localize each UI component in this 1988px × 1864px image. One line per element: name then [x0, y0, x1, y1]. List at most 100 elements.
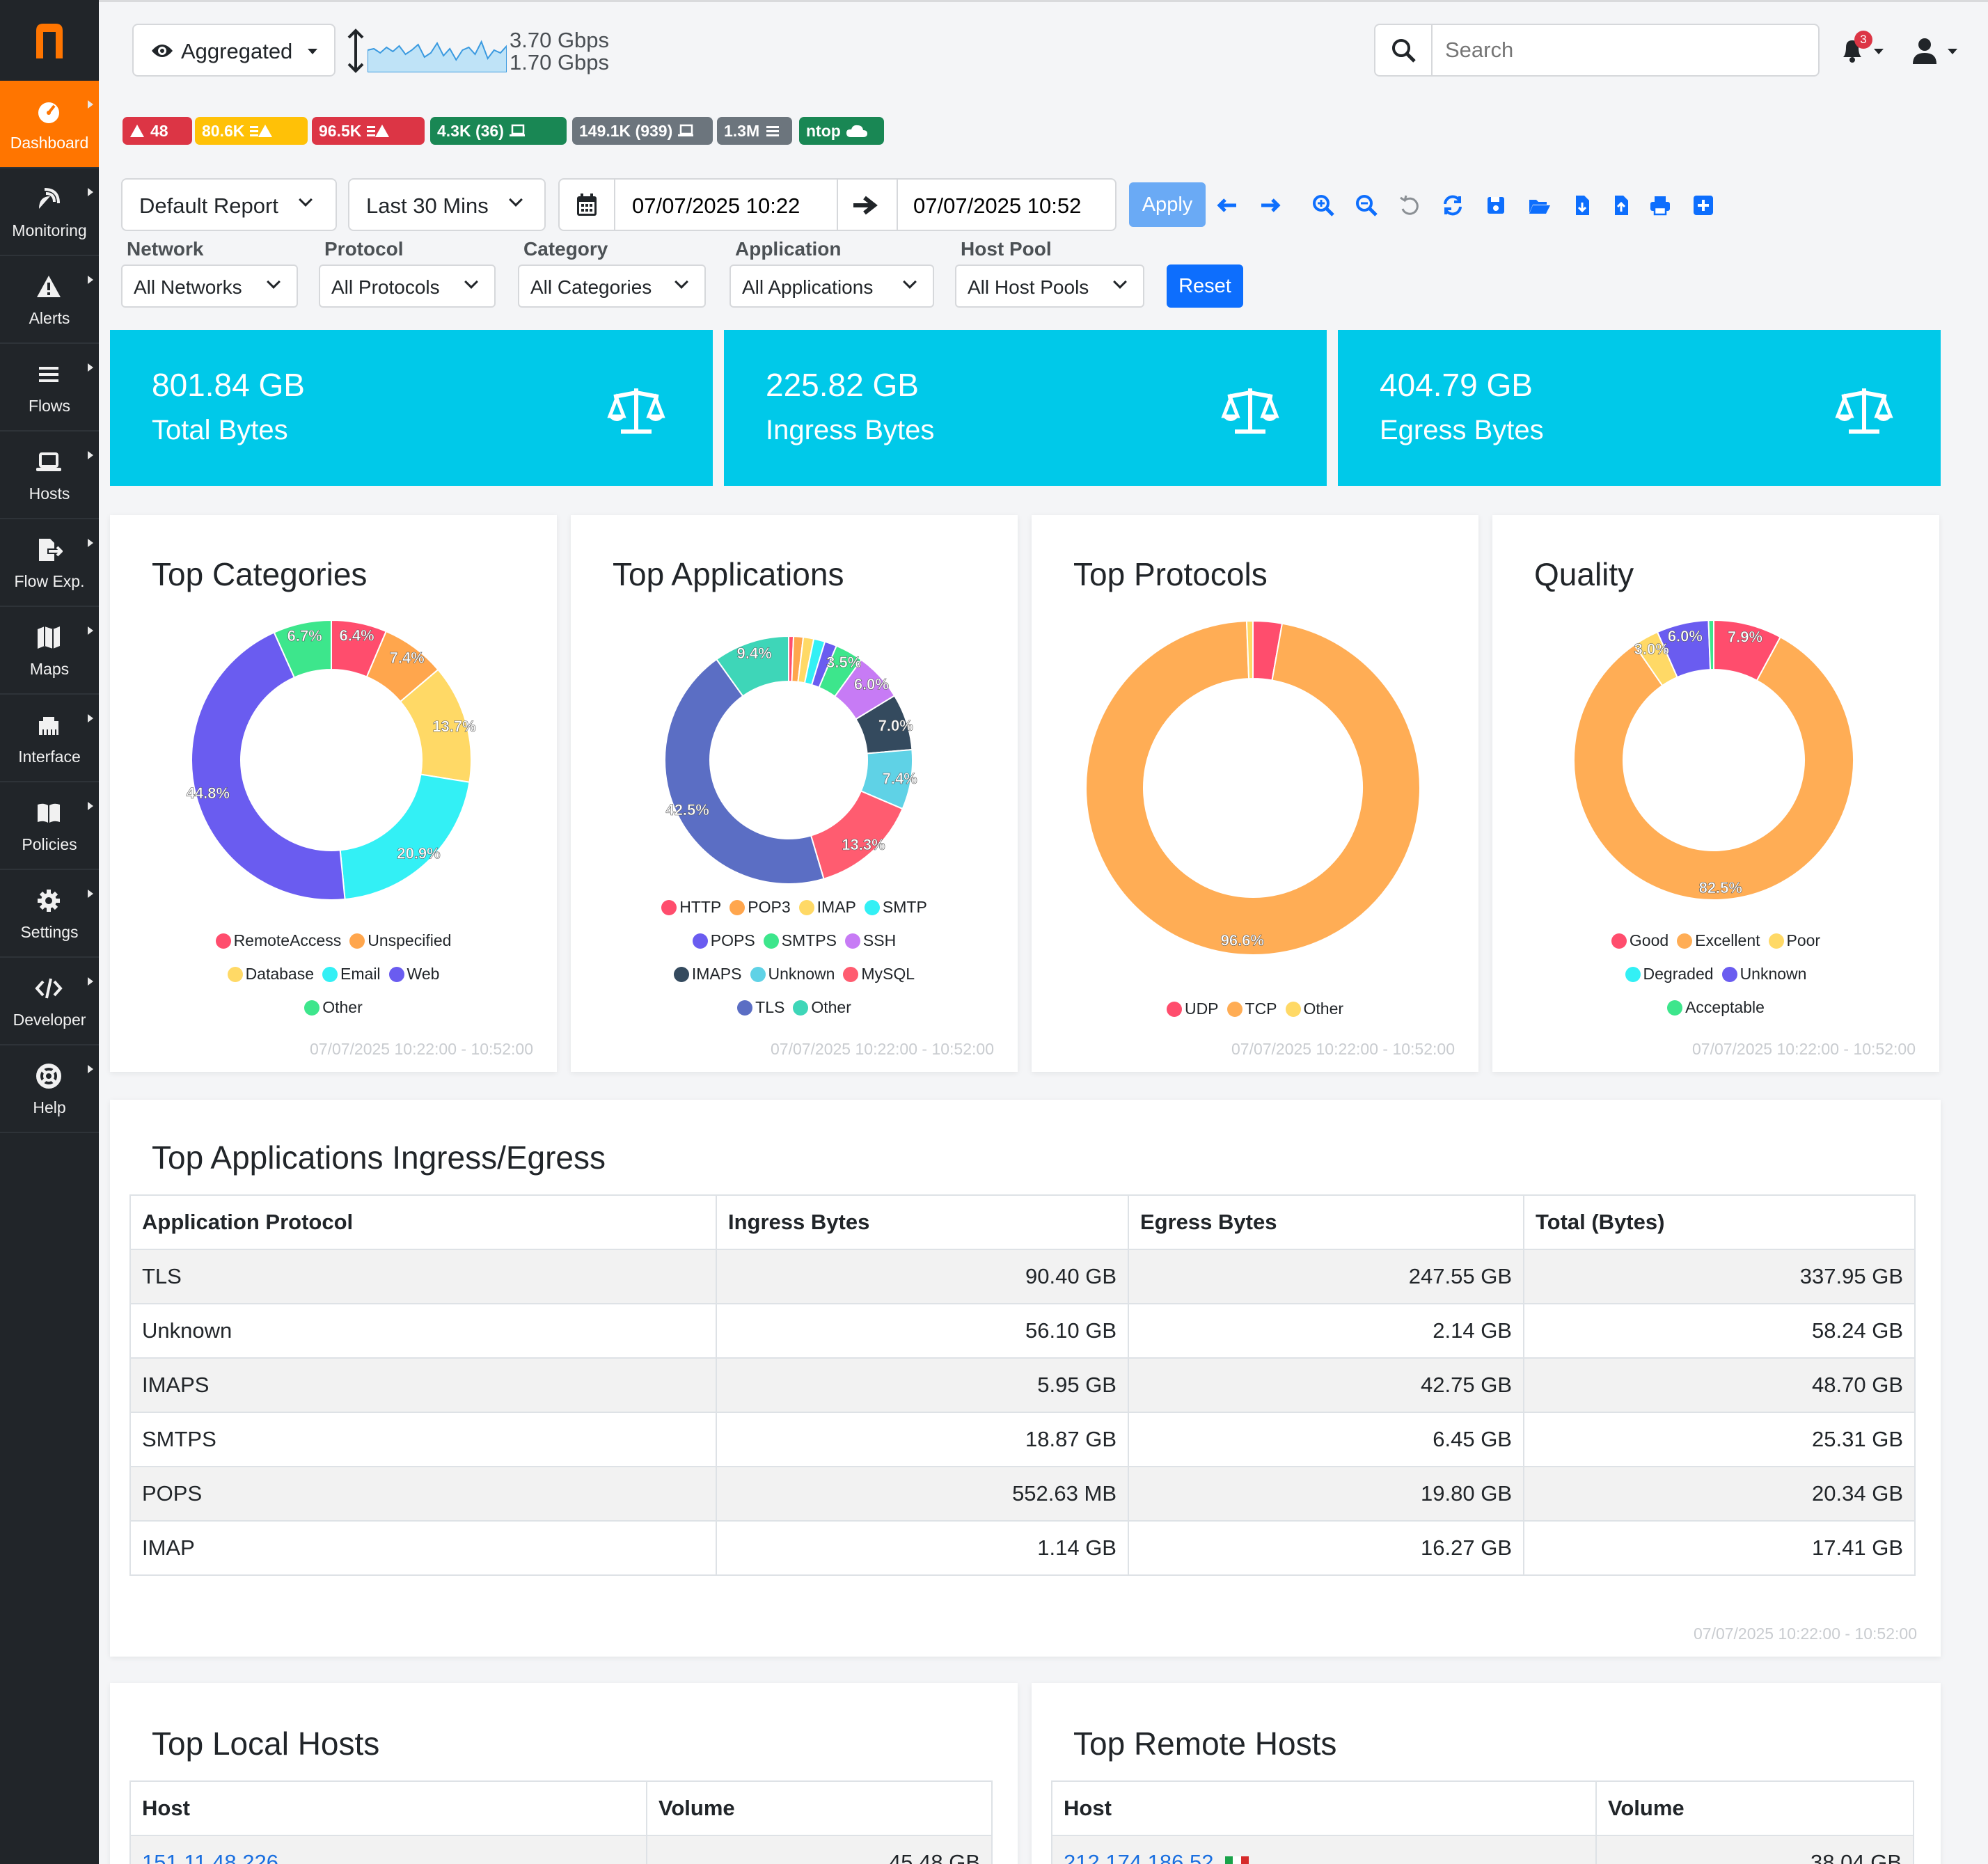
donut-slice[interactable] — [191, 631, 346, 901]
donut-slice[interactable] — [716, 635, 789, 697]
donut-slice[interactable] — [664, 658, 825, 885]
legend-item[interactable]: Acceptable — [1667, 998, 1765, 1017]
status-badge[interactable]: 80.6K — [195, 117, 308, 145]
host-pool-filter-select[interactable]: All Host Pools — [955, 264, 1144, 308]
donut-slice[interactable] — [1573, 635, 1854, 901]
sidebar-item-maps[interactable]: Maps — [0, 607, 99, 695]
host-link[interactable]: 151.11.48.226 — [142, 1850, 278, 1864]
donut-slice[interactable] — [1085, 620, 1421, 956]
legend-item[interactable]: SMTPS — [763, 931, 837, 950]
date-from-input[interactable] — [632, 192, 806, 220]
status-badge[interactable]: ntop — [799, 117, 884, 145]
legend-item[interactable]: TLS — [737, 998, 784, 1017]
column-header[interactable]: Ingress Bytes — [716, 1194, 1129, 1250]
donut-slice[interactable] — [1245, 619, 1254, 680]
legend-item[interactable]: Other — [793, 998, 851, 1017]
legend-item[interactable]: Unknown — [750, 965, 835, 984]
report-selector[interactable]: Default Report — [121, 178, 337, 231]
status-badge[interactable]: 1.3M — [717, 117, 792, 145]
application-filter-select[interactable]: All Applications — [729, 264, 934, 308]
add-icon[interactable] — [1691, 193, 1715, 217]
legend-item[interactable]: Poor — [1768, 931, 1820, 950]
file-download-icon[interactable] — [1570, 193, 1594, 217]
arrow-left-icon[interactable] — [1215, 193, 1239, 217]
status-badge[interactable]: 4.3K (36) — [430, 117, 567, 145]
undo-icon[interactable] — [1398, 193, 1421, 217]
legend-item[interactable]: MySQL — [843, 965, 915, 984]
ntopng-logo[interactable] — [0, 0, 99, 81]
legend-item[interactable]: RemoteAccess — [215, 931, 341, 950]
search-icon[interactable] — [1391, 38, 1417, 64]
refresh-icon[interactable] — [1441, 193, 1465, 217]
legend-item[interactable]: Email — [322, 965, 381, 984]
date-picker[interactable] — [558, 178, 1117, 231]
host-link[interactable]: 212.174.186.52 — [1064, 1850, 1214, 1864]
donut-slice[interactable] — [1707, 619, 1714, 671]
user-menu-button[interactable] — [1911, 31, 1960, 70]
status-badge[interactable]: 96.5K — [312, 117, 425, 145]
sidebar-item-developer[interactable]: Developer — [0, 958, 99, 1045]
sidebar-item-help[interactable]: Help — [0, 1045, 99, 1133]
legend-item[interactable]: Unknown — [1721, 965, 1806, 984]
legend-item[interactable]: SMTP — [864, 898, 927, 917]
sidebar-item-flow-exp[interactable]: Flow Exp. — [0, 519, 99, 607]
column-header[interactable]: Host — [1051, 1780, 1597, 1836]
legend-item[interactable]: POPS — [692, 931, 755, 950]
time-range-selector[interactable]: Last 30 Mins — [348, 178, 546, 231]
zoom-out-icon[interactable] — [1355, 193, 1378, 217]
sidebar-item-dashboard[interactable]: Dashboard — [0, 81, 99, 168]
notifications-button[interactable]: 3 — [1838, 31, 1886, 70]
network-filter-select[interactable]: All Networks — [121, 264, 298, 308]
apply-button[interactable]: Apply — [1129, 182, 1206, 227]
column-header[interactable]: Total (Bytes) — [1523, 1194, 1916, 1250]
legend-item[interactable]: IMAP — [798, 898, 856, 917]
arrow-right-icon[interactable] — [1259, 193, 1282, 217]
status-badge[interactable]: 48 — [123, 117, 192, 145]
bytes-cell: 90.40 GB — [716, 1249, 1129, 1304]
sidebar-item-monitoring[interactable]: Monitoring — [0, 168, 99, 256]
protocol-filter-select[interactable]: All Protocols — [319, 264, 496, 308]
legend-item[interactable]: Other — [1285, 1000, 1343, 1018]
legend-item[interactable]: Other — [304, 998, 363, 1017]
legend-item[interactable]: HTTP — [661, 898, 721, 917]
sidebar-item-interface[interactable]: Interface — [0, 695, 99, 782]
column-header[interactable]: Volume — [646, 1780, 993, 1836]
sidebar-item-flows[interactable]: Flows — [0, 344, 99, 432]
category-filter-select[interactable]: All Categories — [518, 264, 706, 308]
donut-slice[interactable] — [273, 619, 332, 679]
column-header[interactable]: Egress Bytes — [1128, 1194, 1524, 1250]
sidebar-item-alerts[interactable]: Alerts — [0, 256, 99, 344]
save-icon[interactable] — [1484, 193, 1508, 217]
column-header[interactable]: Host — [129, 1780, 647, 1836]
legend-item[interactable]: Excellent — [1677, 931, 1760, 950]
file-upload-icon[interactable] — [1609, 193, 1633, 217]
sidebar-item-policies[interactable]: Policies — [0, 782, 99, 870]
print-icon[interactable] — [1648, 193, 1672, 217]
bytes-cell: 25.31 GB — [1523, 1412, 1916, 1467]
open-folder-icon[interactable] — [1527, 193, 1551, 217]
legend-item[interactable]: Database — [227, 965, 314, 984]
zoom-in-icon[interactable] — [1311, 193, 1335, 217]
legend-item[interactable]: SSH — [844, 931, 896, 950]
column-header[interactable]: Application Protocol — [129, 1194, 717, 1250]
sidebar-item-settings[interactable]: Settings — [0, 870, 99, 958]
column-header[interactable]: Volume — [1595, 1780, 1914, 1836]
legend-item[interactable]: Degraded — [1625, 965, 1714, 984]
legend-label: IMAPS — [691, 965, 742, 983]
legend-item[interactable]: Unspecified — [349, 931, 451, 950]
donut-slice[interactable] — [339, 773, 471, 901]
legend-item[interactable]: POP3 — [729, 898, 791, 917]
interface-selector[interactable]: Aggregated — [132, 24, 336, 77]
donut-slice[interactable] — [810, 790, 904, 880]
search-input[interactable] — [1445, 36, 1793, 64]
chart-title: Top Categories — [152, 556, 368, 592]
sidebar-item-hosts[interactable]: Hosts — [0, 432, 99, 519]
legend-item[interactable]: IMAPS — [673, 965, 742, 984]
status-badge[interactable]: 149.1K (939) — [572, 117, 713, 145]
legend-item[interactable]: Good — [1611, 931, 1668, 950]
legend-item[interactable]: TCP — [1226, 1000, 1277, 1018]
date-to-input[interactable] — [913, 192, 1094, 220]
legend-item[interactable]: Web — [388, 965, 439, 984]
legend-item[interactable]: UDP — [1166, 1000, 1219, 1018]
reset-button[interactable]: Reset — [1167, 264, 1243, 308]
